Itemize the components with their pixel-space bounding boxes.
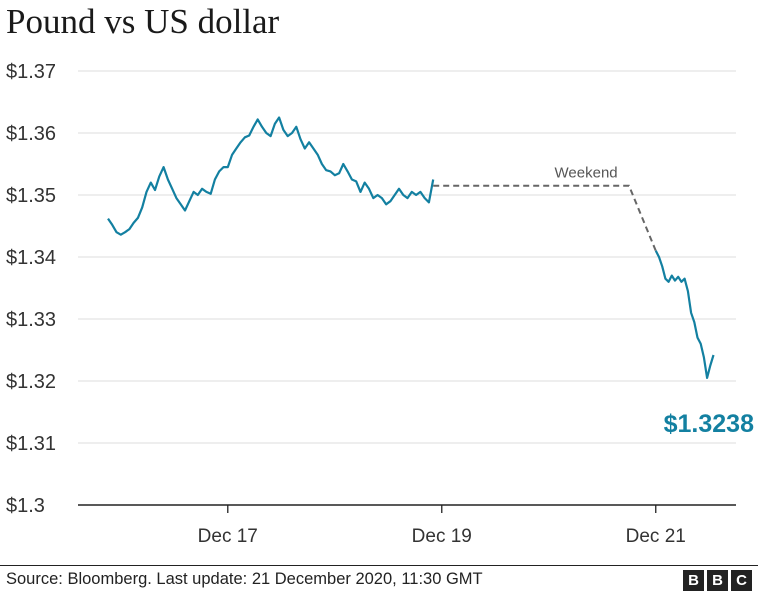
y-tick-label: $1.36 [6,123,56,145]
y-tick-label: $1.3 [6,495,45,517]
annotations: $1.3238 [664,410,754,438]
data-series [107,116,715,379]
last-value-label: $1.3238 [664,410,754,438]
y-tick-label: $1.31 [6,433,56,455]
x-tick-label: Dec 19 [412,526,472,547]
y-tick-label: $1.34 [6,247,56,269]
weekend-dashed-line [433,184,657,252]
bbc-logo: B B C [683,570,752,591]
y-axis-tick-labels: $1.3 $1.31 $1.32 $1.33 $1.34 $1.35 $1.36 $1.37 [6,61,56,517]
bbc-logo-letter: C [731,570,752,591]
bbc-logo-letter: B [707,570,728,591]
y-tick-label: $1.35 [6,185,56,207]
footer: Source: Bloomberg. Last update: 21 Decem… [0,565,758,593]
x-axis: Dec 17 Dec 19 Dec 21 [78,504,736,547]
line-chart: $1.3$1.31$1.32$1.33$1.34$1.35$1.36$1.37 … [6,61,754,547]
bbc-logo-letter: B [683,570,704,591]
page-title: Pound vs US dollar [6,2,280,41]
grid-lines [78,70,736,444]
weekend-segment: Weekend [433,165,657,252]
source-note: Source: Bloomberg. Last update: 21 Decem… [6,570,483,588]
series-line [107,116,435,236]
y-tick-label: $1.37 [6,61,56,83]
series-line [654,250,715,379]
weekend-label: Weekend [555,165,618,182]
x-tick-label: Dec 21 [626,526,686,547]
x-tick-label: Dec 17 [198,526,258,547]
y-tick-label: $1.33 [6,309,56,331]
y-tick-label: $1.32 [6,371,56,393]
